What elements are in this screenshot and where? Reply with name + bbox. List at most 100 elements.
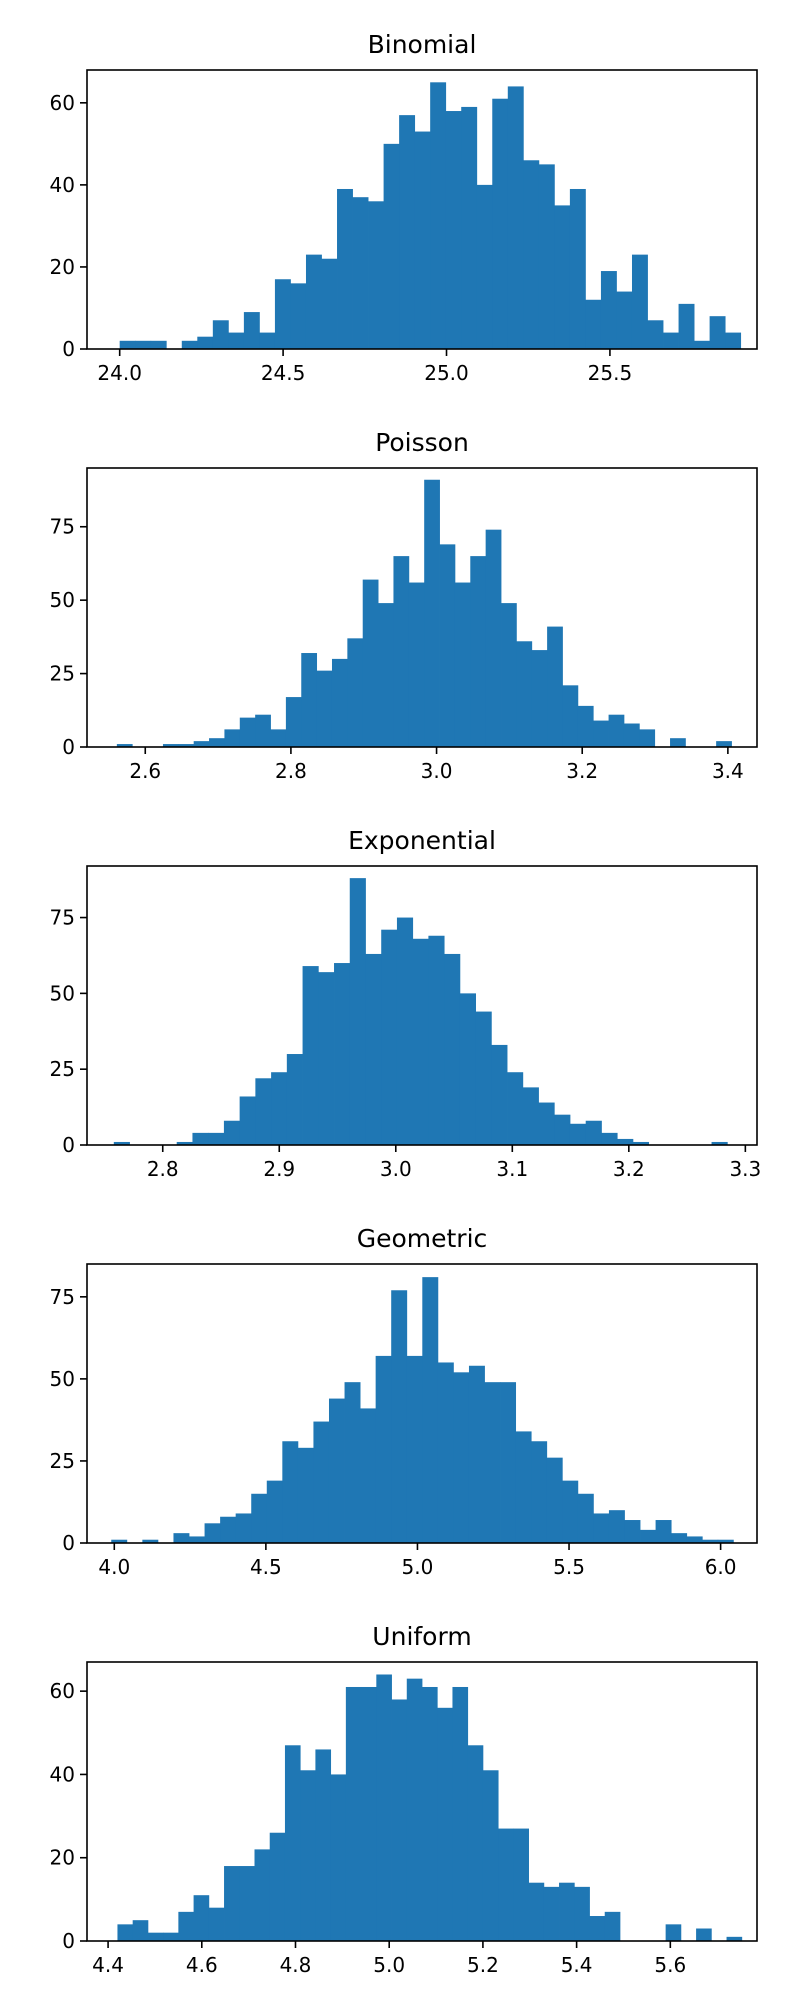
histogram-bar <box>393 556 410 747</box>
histogram-bar <box>117 1924 134 1941</box>
x-tick-label: 4.6 <box>186 1953 218 1977</box>
histogram-bar <box>162 744 179 747</box>
x-tick-label: 25.5 <box>588 361 633 385</box>
histogram-bar <box>574 1886 590 1941</box>
y-tick-label: 20 <box>50 255 75 279</box>
y-tick-label: 40 <box>50 1762 75 1786</box>
chart-title: Uniform <box>372 1622 471 1651</box>
histogram-bar <box>726 1936 743 1941</box>
histogram-bar <box>498 1828 514 1941</box>
histogram-bar <box>422 1686 438 1941</box>
x-tick-label: 3.0 <box>421 759 453 783</box>
histogram-bar <box>111 1539 128 1543</box>
chart-panel-poisson: Poisson 2.6 2.8 3.0 3.2 3.4 0 25 50 75 <box>50 428 758 783</box>
histogram-bar <box>624 1520 641 1543</box>
histogram-bar <box>546 1457 563 1543</box>
histogram-bar <box>717 1539 734 1543</box>
histogram-bar <box>197 336 214 349</box>
histogram-bar <box>507 86 524 349</box>
chart-panel-uniform: Uniform 4.4 4.6 4.8 5.0 5.2 5.4 5.6 0 20 40 60 <box>50 1622 758 1977</box>
histogram-bar <box>507 1072 524 1145</box>
x-tick-label: 5.0 <box>402 1555 434 1579</box>
histogram-bar <box>522 1087 539 1145</box>
histogram-bar <box>285 697 302 747</box>
histogram-bar <box>445 111 462 349</box>
y-tick-label: 75 <box>50 1285 75 1309</box>
y-tick-label: 60 <box>50 91 75 115</box>
histogram-bar <box>439 544 456 747</box>
histogram-bar <box>631 254 648 349</box>
histogram-bar <box>554 205 571 349</box>
x-tick-label: 5.0 <box>373 1953 405 1977</box>
x-tick-label: 4.0 <box>98 1555 130 1579</box>
histogram-bar <box>189 1536 205 1543</box>
histogram-bar <box>396 917 414 1145</box>
histogram-bar <box>399 115 416 349</box>
histogram-bar <box>665 1924 682 1941</box>
histogram-bar <box>531 1441 548 1543</box>
histogram-bar <box>412 938 429 1145</box>
histogram-bar <box>562 685 579 747</box>
histogram-bar <box>406 1355 423 1543</box>
histogram-bar <box>255 1078 272 1145</box>
histogram-bar <box>286 1054 303 1145</box>
histogram-bar <box>577 1493 594 1543</box>
histogram-bar <box>269 1832 286 1941</box>
histogram-bar <box>430 82 447 349</box>
histogram-bar <box>709 316 726 349</box>
chart-title: Poisson <box>375 428 469 457</box>
x-tick-label: 4.5 <box>250 1555 282 1579</box>
x-tick-label: 5.4 <box>561 1953 593 1977</box>
histogram-bar <box>604 1911 621 1941</box>
histogram-bar <box>349 878 366 1145</box>
histogram-bar <box>224 1866 240 1941</box>
histogram-bar <box>694 340 711 349</box>
histogram-bar <box>204 1523 221 1543</box>
histogram-bar <box>424 479 440 747</box>
histogram-bar <box>601 1132 618 1145</box>
histogram-bar <box>678 303 695 349</box>
histogram-bar <box>696 1928 712 1941</box>
histogram-bar <box>543 1886 560 1941</box>
x-tick-label: 2.6 <box>129 759 161 783</box>
histogram-bar <box>376 1674 392 1941</box>
histogram-bar <box>330 1774 347 1941</box>
histogram-bar <box>235 1513 252 1543</box>
x-tick-label: 3.2 <box>566 759 598 783</box>
x-tick-label: 4.8 <box>280 1953 312 1977</box>
histogram-bar <box>500 1382 517 1543</box>
histogram-bar <box>437 1707 453 1941</box>
histogram-bar <box>254 1849 271 1941</box>
histogram-bar <box>523 160 540 349</box>
histogram-bar <box>513 1828 529 1941</box>
histogram-bar <box>632 1141 650 1145</box>
histogram-bar <box>163 1932 179 1941</box>
histogram-bar <box>224 729 241 747</box>
axes-frame <box>86 865 758 1146</box>
histogram-bar <box>255 714 271 747</box>
histogram-bar <box>347 638 364 747</box>
histogram-bar <box>331 658 348 747</box>
histogram-bar <box>208 1132 225 1145</box>
histogram-bar <box>616 291 633 349</box>
histogram-bar <box>178 1911 194 1941</box>
histogram-bar <box>266 1480 283 1543</box>
histogram-bar <box>381 929 398 1145</box>
histogram-bar <box>686 1536 703 1543</box>
x-tick-label: 25.0 <box>424 361 469 385</box>
histogram-bar <box>459 993 476 1145</box>
histogram-bar <box>528 1882 545 1941</box>
chart-panel-geometric: Geometric 4.0 4.5 5.0 5.5 6.0 0 25 50 75 <box>50 1224 758 1579</box>
histogram-bar <box>589 1916 606 1941</box>
histogram-bar <box>209 738 225 747</box>
histogram-bar <box>321 258 338 349</box>
histogram-bar <box>663 332 679 349</box>
histogram-bar <box>452 1686 469 1941</box>
histogram-bar <box>360 1408 377 1543</box>
y-tick-label: 0 <box>62 1133 75 1157</box>
histogram-bar <box>516 641 533 747</box>
histogram-bar <box>428 935 445 1145</box>
histogram-bar <box>368 201 384 349</box>
x-tick-label: 2.8 <box>147 1157 179 1181</box>
axes-frame <box>86 69 758 350</box>
